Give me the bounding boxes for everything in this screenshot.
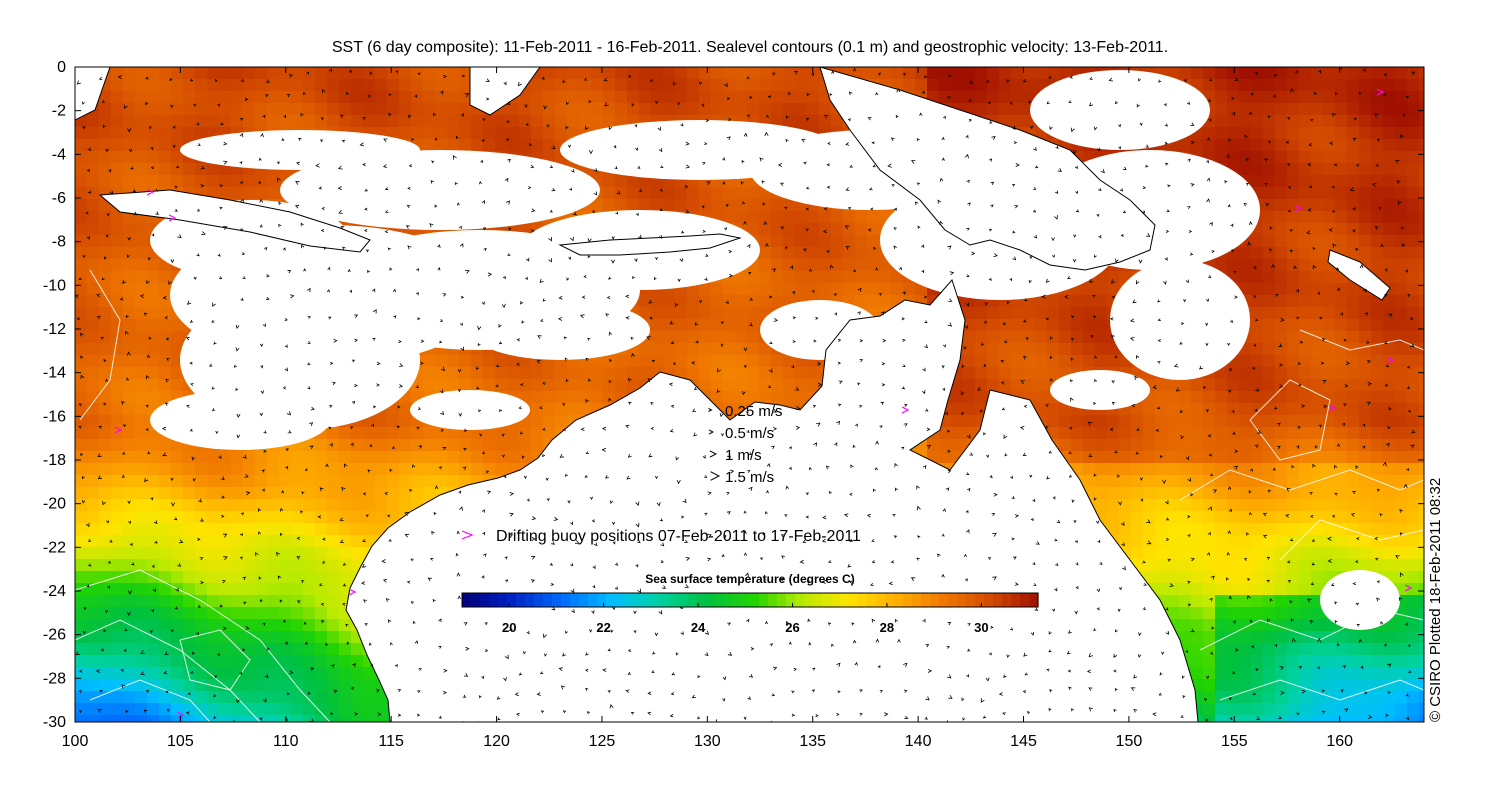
x-axis: 100 105 110 115 120 125 130 135 140 145 150 155 160	[62, 67, 1353, 750]
y-tick-label: -20	[43, 496, 66, 513]
colorbar-tick-label: 28	[880, 620, 894, 635]
land-java	[98, 189, 371, 253]
velocity-legend-item: 1 m/s	[709, 447, 762, 464]
x-tick-label: 120	[483, 733, 510, 750]
y-tick-label: -30	[43, 714, 66, 731]
colorbar-gradient	[462, 593, 1039, 607]
x-tick-label: 110	[273, 733, 299, 750]
colorbar-frame	[461, 592, 1039, 608]
colorbar-tick-label: 24	[691, 620, 706, 635]
buoy-legend-marker	[461, 530, 474, 540]
x-tick-label: 115	[378, 733, 404, 750]
y-tick-label: -22	[43, 539, 66, 556]
x-tick-label: 145	[1010, 733, 1037, 750]
y-tick-label: -10	[43, 277, 66, 294]
x-tick-label: 130	[694, 733, 721, 750]
y-tick-label: -2	[52, 103, 66, 120]
y-tick-label: -16	[43, 408, 66, 425]
colorbar-tick-label: 26	[785, 620, 799, 635]
y-tick-label: -4	[52, 146, 66, 163]
x-tick-label: 135	[799, 733, 826, 750]
y-tick-label: -8	[52, 234, 66, 251]
y-tick-label: -24	[43, 583, 66, 600]
y-axis: 0 -2 -4 -6 -8 -10 -12 -14 -16 -18 -20 -22 -24 -26 -28 -…	[43, 59, 1424, 731]
y-tick-label: -12	[43, 321, 66, 338]
x-tick-label: 155	[1221, 733, 1248, 750]
land-north-west-islands	[75, 67, 111, 121]
velocity-legend-label: 0.5 m/s	[725, 425, 774, 442]
x-tick-label: 100	[62, 733, 89, 750]
x-tick-label: 125	[589, 733, 616, 750]
y-tick-label: -6	[52, 190, 66, 207]
colorbar-title: Sea surface temperature (degrees C)	[645, 572, 854, 586]
x-tick-label: 105	[167, 733, 194, 750]
y-tick-label: 0	[57, 59, 66, 76]
map-title: SST (6 day composite): 11-Feb-2011 - 16-…	[332, 39, 1168, 56]
velocity-legend-item: 0.25 m/s	[708, 403, 783, 420]
buoy-legend-label: Drifting buoy positions 07-Feb-2011 to 1…	[496, 528, 861, 545]
velocity-legend-item: 0.5 m/s	[708, 425, 774, 442]
drifting-buoy-positions	[114, 88, 1413, 719]
x-tick-label: 140	[905, 733, 932, 750]
land-solomon-islands	[1327, 249, 1391, 301]
y-tick-label: -18	[43, 452, 66, 469]
map-plot-area	[75, 67, 1424, 722]
velocity-legend-item: 1.5 m/s	[710, 469, 774, 486]
land-new-guinea	[819, 67, 1156, 271]
y-tick-label: -14	[43, 365, 66, 382]
y-tick-label: -28	[43, 670, 66, 687]
colorbar-tick-label: 20	[502, 620, 516, 635]
x-tick-label: 150	[1116, 733, 1143, 750]
csiro-credit: © CSIRO Plotted 18-Feb-2011 08:32	[1427, 478, 1444, 722]
landmass-layer	[75, 67, 1391, 722]
colorbar-ticks: 20 22 24 26 28 30	[502, 603, 989, 635]
x-tick-label: 160	[1326, 733, 1353, 750]
buoy-legend: Drifting buoy positions 07-Feb-2011 to 1…	[461, 528, 861, 545]
velocity-legend-label: 0.25 m/s	[725, 403, 783, 420]
sst-colorbar: Sea surface temperature (degrees C) 20 22…	[461, 572, 1039, 635]
y-tick-label: -26	[43, 627, 66, 644]
velocity-legend-label: 1.5 m/s	[725, 469, 774, 486]
land-timor	[558, 233, 742, 256]
land-australia	[345, 279, 1199, 722]
velocity-legend-label: 1 m/s	[725, 447, 762, 464]
colorbar-tick-label: 22	[596, 620, 610, 635]
colorbar-tick-label: 30	[974, 620, 988, 635]
velocity-legend: 0.25 m/s 0.5 m/s 1 m/s 1.5 m/s	[708, 403, 783, 486]
plot-frame	[74, 66, 1425, 723]
